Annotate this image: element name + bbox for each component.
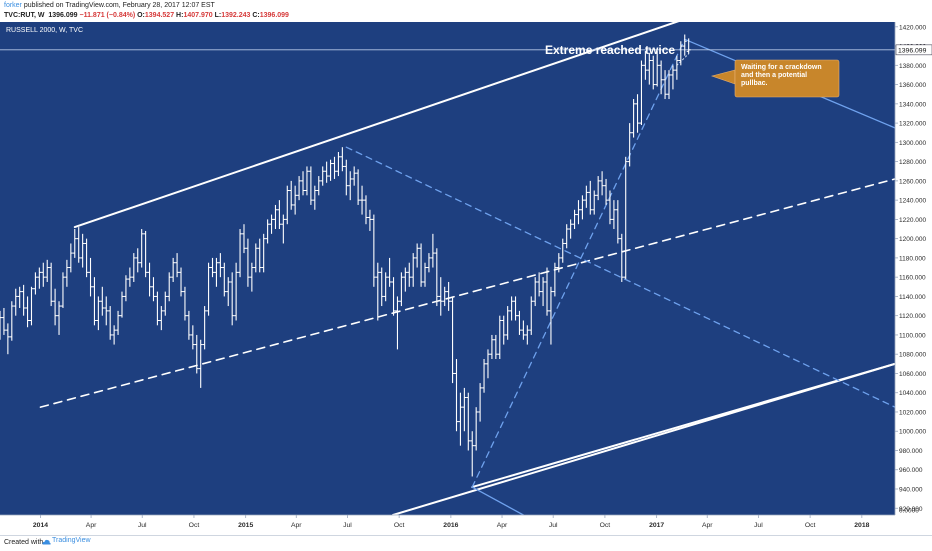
time-tick-label: Jul (754, 522, 763, 529)
price-tick-label: 920.000 (899, 506, 923, 513)
time-tick-label: 2016 (443, 522, 458, 529)
annotation-label: Extreme reached twice (545, 43, 675, 57)
created-with-text: Created with (4, 539, 44, 546)
time-tick-label: Oct (600, 522, 611, 529)
price-axis-panel (895, 22, 932, 535)
trendline-pullback-path (676, 53, 690, 66)
price-tick-label: 1200.000 (899, 236, 926, 243)
price-tick-label: 940.000 (899, 487, 923, 494)
chart-title: RUSSELL 2000, W, TVC (6, 27, 83, 34)
open-label: O: (137, 12, 145, 19)
high-label: H: (176, 12, 184, 19)
price-tick-label: 1000.000 (899, 429, 926, 436)
time-tick-label: 2018 (854, 522, 869, 529)
publish-info: forker published on TradingView.com, Feb… (4, 1, 215, 10)
price-tick-label: 1220.000 (899, 217, 926, 224)
time-axis-panel (0, 515, 895, 535)
price-tick-label: 1120.000 (899, 313, 926, 320)
low-label: L: (214, 12, 222, 19)
time-tick-label: 2015 (238, 522, 253, 529)
price-tick-label: 1360.000 (899, 82, 926, 89)
trendline-descending (345, 146, 895, 408)
last-price: 1396.099 (48, 12, 78, 19)
price-change: −11.871 (−0.84%) (79, 12, 136, 19)
price-tick-label: 1080.000 (899, 352, 926, 359)
callout-text-line: pullbac. (741, 80, 768, 87)
callout-box (734, 59, 840, 98)
trendline-rising (471, 38, 686, 488)
high-value: 1407.970 (183, 12, 213, 19)
publish-text: published on TradingView.com, February 2… (23, 2, 215, 9)
price-tick-label: 1280.000 (899, 159, 926, 166)
price-tick-label: 1180.000 (899, 255, 926, 262)
open-value: 1394.527 (144, 12, 175, 19)
price-tick-label: 1020.000 (899, 409, 926, 416)
price-tick-label: 1380.000 (899, 63, 926, 70)
price-chart[interactable]: RUSSELL 2000, W, TVC Extreme reached twic… (0, 22, 932, 535)
current-price-label: 1396.099 (898, 47, 927, 54)
time-tick-label: Jul (549, 522, 558, 529)
time-tick-label: Jul (138, 522, 147, 529)
price-tick-label: 1340.000 (899, 101, 926, 108)
price-tick-label: 1320.000 (899, 121, 926, 128)
tradingview-link[interactable]: TradingView (52, 537, 91, 544)
price-tick-label: 980.000 (899, 448, 923, 455)
plot-layer (0, 22, 895, 515)
price-tick-label: 960.000 (899, 467, 923, 474)
time-tick-label: Oct (189, 522, 200, 529)
ohlc-readout: TVC:RUT, W 1396.099 −11.871 (−0.84%) O:1… (4, 11, 289, 20)
trendline-low-drop (471, 486, 525, 515)
price-tick-label: 1160.000 (899, 275, 926, 282)
low-value: 1392.243 (221, 12, 251, 19)
callout-text-line: and then a potential (741, 72, 807, 79)
time-tick-label: Oct (394, 522, 405, 529)
tradingview-cloud-icon (42, 539, 51, 545)
time-tick-label: Oct (805, 522, 816, 529)
close-value: 1396.099 (259, 12, 289, 19)
price-tick-label: 0.0000 (899, 508, 919, 515)
footer: Created with TradingView (0, 535, 932, 551)
callout-text-line: Waiting for a crackdown (741, 64, 822, 71)
author-link[interactable]: forker (4, 2, 22, 9)
time-tick-label: 2017 (649, 522, 664, 529)
callout-text: Waiting for a crackdown and then a potent… (741, 64, 822, 87)
price-tick-label: 1060.000 (899, 371, 926, 378)
time-tick-label: Apr (702, 522, 713, 529)
time-tick-label: Apr (497, 522, 508, 529)
price-tick-label: 1240.000 (899, 198, 926, 205)
price-tick-label: 1300.000 (899, 140, 926, 147)
trendline-channel-upper (73, 22, 680, 229)
price-tick-label: 1140.000 (899, 294, 926, 301)
time-tick-label: Jul (343, 522, 352, 529)
price-tick-label: 1420.000 (899, 24, 926, 31)
current-price-tag (895, 44, 932, 56)
time-tick-label: Apr (291, 522, 302, 529)
time-tick-label: 2014 (33, 522, 48, 529)
price-tick-label: 1260.000 (899, 178, 926, 185)
close-label: C: (252, 12, 260, 19)
publish-header: forker published on TradingView.com, Feb… (0, 0, 932, 22)
price-tick-label: 1040.000 (899, 390, 926, 397)
time-tick-label: Apr (86, 522, 97, 529)
symbol-label: TVC:RUT, W (4, 12, 45, 19)
trendline-median (39, 178, 895, 408)
price-tick-label: 1100.000 (899, 332, 926, 339)
